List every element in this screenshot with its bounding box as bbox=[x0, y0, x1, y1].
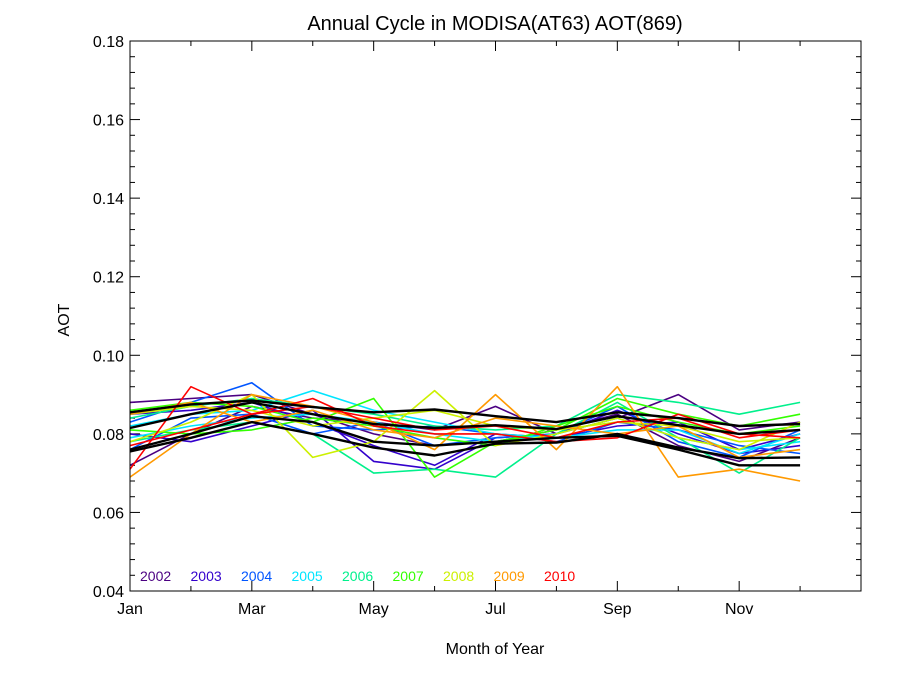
series-line bbox=[129, 415, 801, 467]
series-line bbox=[129, 401, 801, 436]
y-axis-label: AOT bbox=[56, 303, 73, 336]
x-tick-label: Sep bbox=[603, 601, 632, 618]
y-tick-label: 0.04 bbox=[93, 584, 124, 601]
chart-title: Annual Cycle in MODISA(AT63) AOT(869) bbox=[307, 13, 682, 35]
y-tick-label: 0.06 bbox=[93, 505, 124, 522]
y-tick-label: 0.14 bbox=[93, 191, 124, 208]
x-tick-label: Mar bbox=[238, 601, 266, 618]
series-layer bbox=[129, 381, 801, 482]
axis-ticks: Jan Mar May Jul Sep Nov 0.04 0.06 0.08 0.10 0.12 0.… bbox=[93, 34, 862, 618]
series-line bbox=[129, 399, 801, 428]
x-tick-label: Jul bbox=[485, 601, 505, 618]
x-tick-label: May bbox=[359, 601, 389, 618]
y-tick-label: 0.10 bbox=[93, 348, 124, 365]
y-tick-label: 0.16 bbox=[93, 113, 124, 130]
series-line bbox=[129, 420, 801, 460]
y-tick-label: 0.18 bbox=[93, 34, 124, 51]
legend: 2002 2003 2004 2005 2006 2007 2008 2009 2010 bbox=[140, 568, 575, 584]
legend-item: 2010 bbox=[544, 568, 575, 584]
series-line bbox=[129, 381, 801, 455]
legend-item: 2007 bbox=[393, 568, 424, 584]
legend-item: 2009 bbox=[494, 568, 525, 584]
legend-item: 2006 bbox=[342, 568, 373, 584]
y-tick-label: 0.12 bbox=[93, 270, 124, 287]
x-tick-label: Nov bbox=[725, 601, 753, 618]
legend-item: 2004 bbox=[241, 568, 272, 584]
x-tick-label: Jan bbox=[117, 601, 143, 618]
plot-frame bbox=[129, 40, 862, 592]
legend-item: 2003 bbox=[191, 568, 222, 584]
legend-item: 2002 bbox=[140, 568, 171, 584]
series-line bbox=[129, 385, 801, 470]
series-line bbox=[129, 401, 801, 478]
x-axis-label: Month of Year bbox=[446, 641, 545, 658]
series-line bbox=[129, 409, 801, 471]
series-line bbox=[129, 405, 801, 447]
series-line bbox=[129, 405, 801, 447]
y-tick-label: 0.08 bbox=[93, 427, 124, 444]
legend-item: 2008 bbox=[443, 568, 474, 584]
series-line bbox=[129, 397, 801, 478]
legend-item: 2005 bbox=[292, 568, 323, 584]
